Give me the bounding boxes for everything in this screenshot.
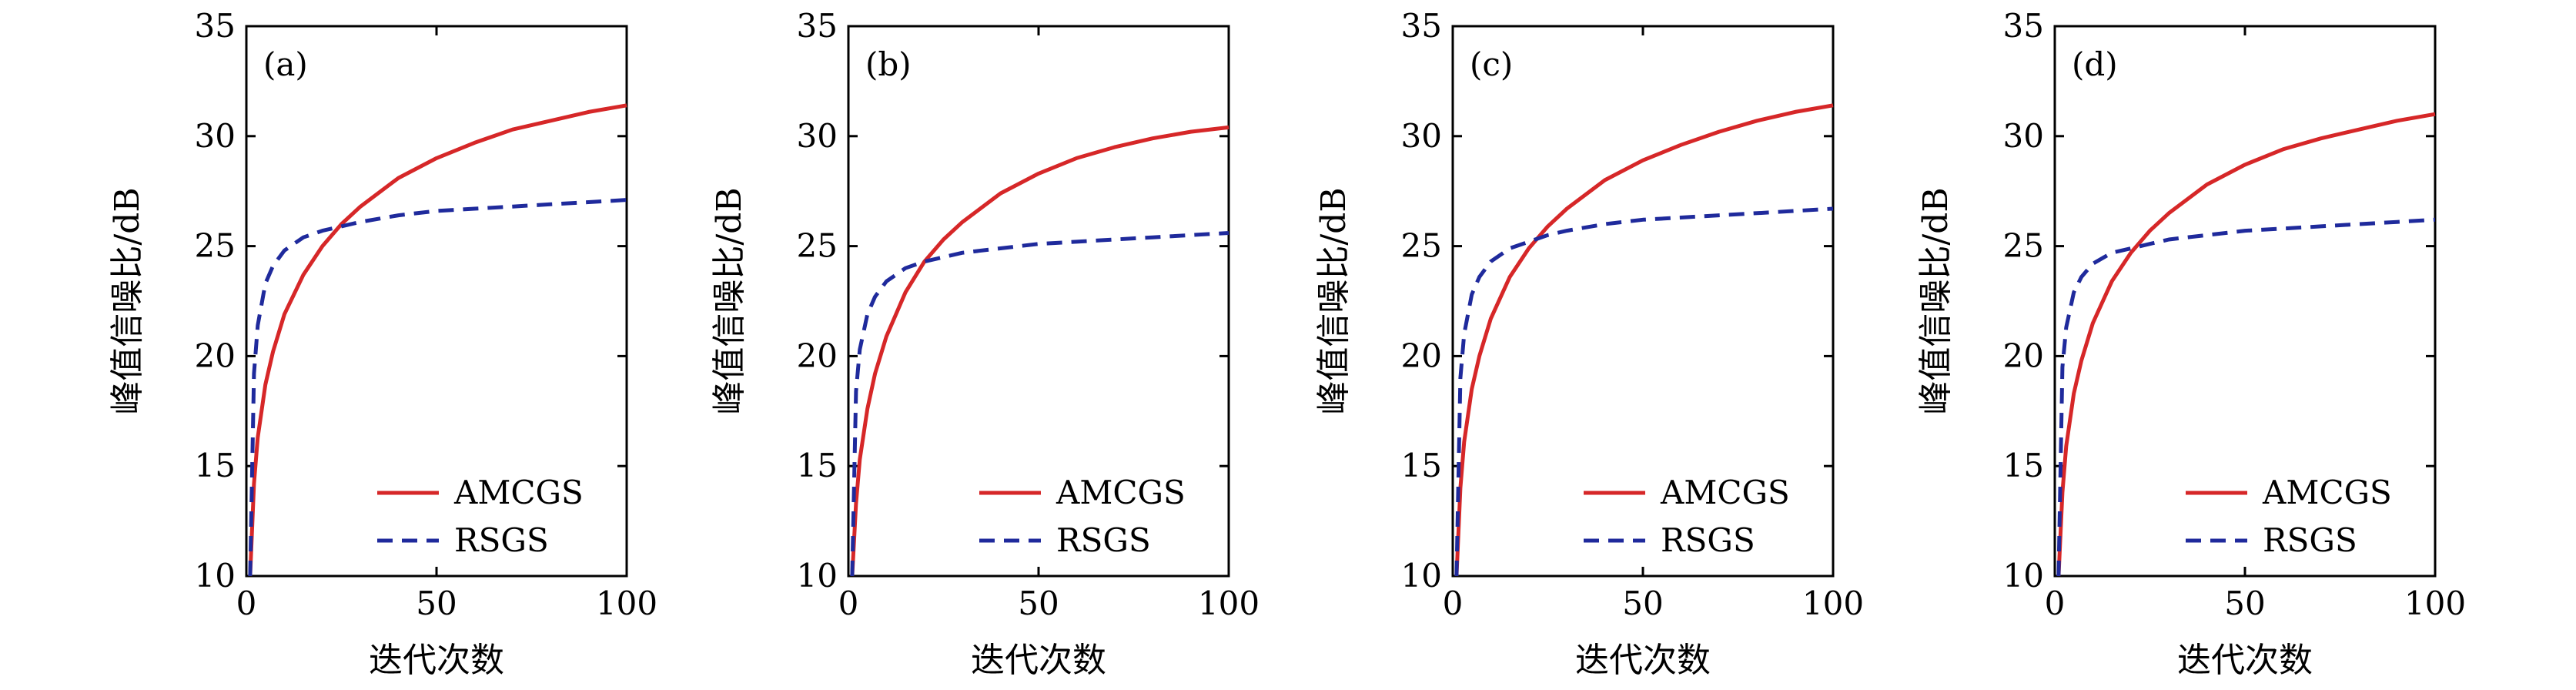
y-tick-label: 35: [1401, 7, 1442, 45]
x-tick-label: 50: [2224, 584, 2265, 622]
y-tick-label: 35: [797, 7, 838, 45]
legend-label-rsgs: RSGS: [1661, 521, 1755, 559]
y-tick-label: 20: [1401, 337, 1442, 374]
x-tick-label: 100: [596, 584, 657, 622]
chart-panel-0: 10 15 20 25 30 35 0 50 100 迭代次数 峰值信噪比/dB (a) AMCGS RS…: [108, 7, 657, 680]
y-tick-label: 35: [195, 7, 236, 45]
y-axis-label: 峰值信噪比/dB: [1916, 187, 1955, 414]
legend-label-amcgs: AMCGS: [1660, 474, 1790, 511]
y-tick-label: 25: [2003, 227, 2044, 265]
x-axis-label: 迭代次数: [2177, 641, 2313, 680]
y-tick-label: 30: [797, 117, 838, 155]
chart-panel-1: 10 15 20 25 30 35 0 50 100 迭代次数 峰值信噪比/dB (b) AMCGS RS…: [710, 7, 1260, 680]
panel-label: (b): [865, 45, 912, 83]
x-tick-label: 0: [1443, 584, 1464, 622]
y-tick-label: 10: [195, 557, 236, 595]
x-axis-label: 迭代次数: [1575, 641, 1711, 680]
y-tick-label: 25: [1401, 227, 1442, 265]
y-tick-label: 30: [2003, 117, 2044, 155]
chart-panel-2: 10 15 20 25 30 35 0 50 100 迭代次数 峰值信噪比/dB (c) AMCGS RS…: [1314, 7, 1864, 680]
x-tick-label: 0: [2045, 584, 2066, 622]
x-tick-label: 0: [838, 584, 859, 622]
legend-label-rsgs: RSGS: [1056, 521, 1151, 559]
panel-label: (d): [2072, 45, 2118, 83]
y-tick-label: 20: [2003, 337, 2044, 374]
y-axis-label: 峰值信噪比/dB: [108, 187, 147, 414]
y-tick-label: 20: [797, 337, 838, 374]
panel-label: (c): [1470, 45, 1513, 83]
x-tick-label: 100: [2404, 584, 2466, 622]
y-tick-label: 25: [797, 227, 838, 265]
y-tick-label: 30: [195, 117, 236, 155]
y-tick-label: 20: [195, 337, 236, 374]
y-tick-label: 10: [797, 557, 838, 595]
y-tick-label: 15: [195, 447, 236, 484]
x-tick-label: 50: [1018, 584, 1059, 622]
legend-label-rsgs: RSGS: [2263, 521, 2357, 559]
y-tick-label: 15: [2003, 447, 2044, 484]
panel-label: (a): [263, 45, 308, 83]
x-axis-label: 迭代次数: [971, 641, 1106, 680]
y-tick-label: 35: [2003, 7, 2044, 45]
x-tick-label: 50: [1622, 584, 1663, 622]
x-tick-label: 50: [416, 584, 457, 622]
x-tick-label: 100: [1802, 584, 1864, 622]
legend-label-rsgs: RSGS: [454, 521, 549, 559]
series-line-rsgs: [850, 231, 1229, 577]
y-tick-label: 15: [1401, 447, 1442, 484]
x-axis-label: 迭代次数: [369, 641, 504, 680]
y-tick-label: 10: [1401, 557, 1442, 595]
x-tick-label: 100: [1198, 584, 1260, 622]
y-tick-label: 30: [1401, 117, 1442, 155]
series-line-rsgs: [1454, 206, 1834, 577]
legend-label-amcgs: AMCGS: [2262, 474, 2392, 511]
series-line-rsgs: [248, 198, 627, 577]
y-axis-label: 峰值信噪比/dB: [710, 187, 749, 414]
legend-label-amcgs: AMCGS: [453, 474, 584, 511]
y-tick-label: 15: [797, 447, 838, 484]
y-axis-label: 峰值信噪比/dB: [1314, 187, 1353, 414]
x-tick-label: 0: [236, 584, 257, 622]
y-tick-label: 10: [2003, 557, 2044, 595]
y-tick-label: 25: [195, 227, 236, 265]
chart-panel-3: 10 15 20 25 30 35 0 50 100 迭代次数 峰值信噪比/dB (d) AMCGS RS…: [1916, 7, 2466, 680]
legend-label-amcgs: AMCGS: [1055, 474, 1186, 511]
